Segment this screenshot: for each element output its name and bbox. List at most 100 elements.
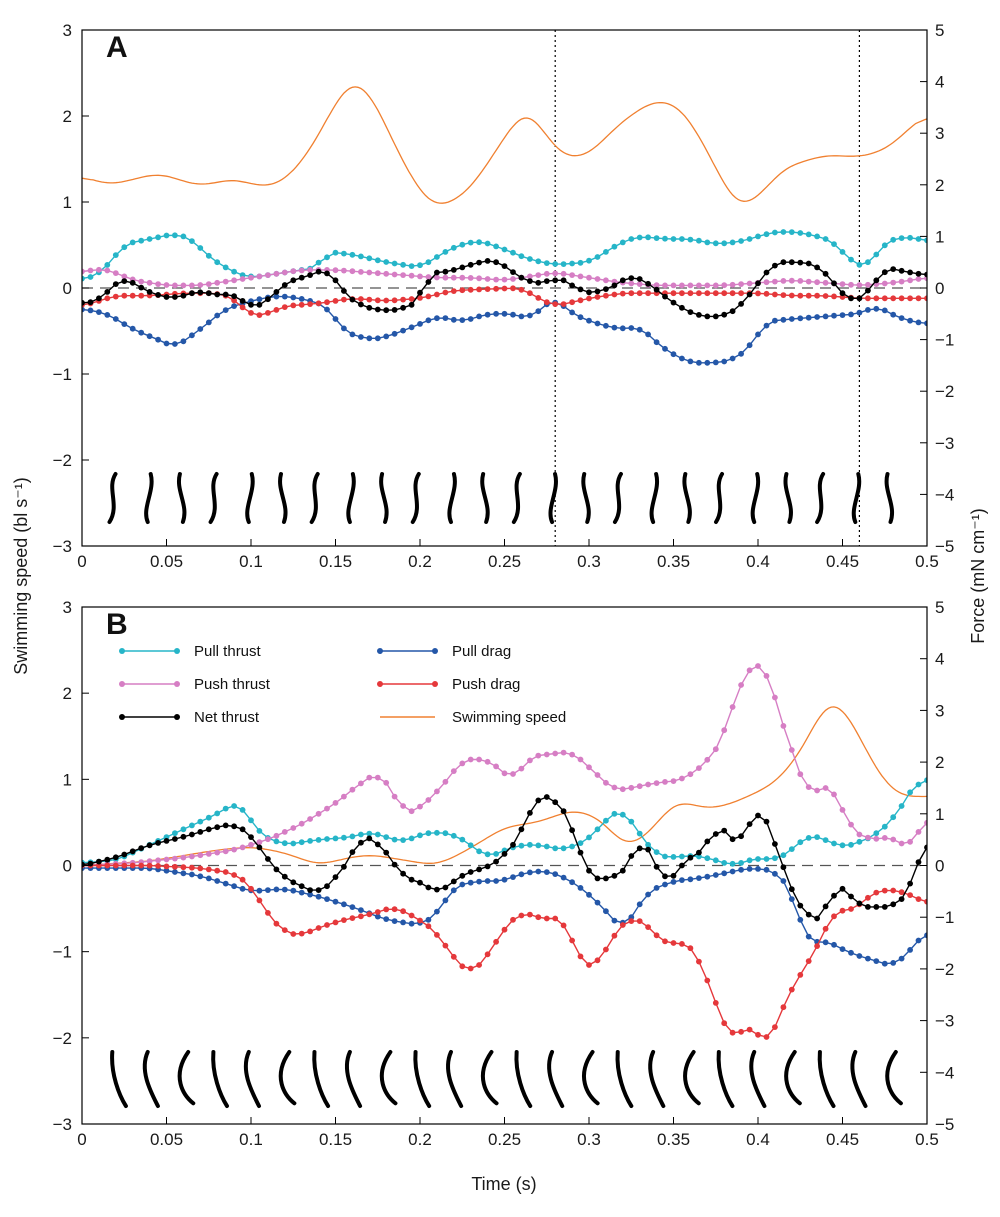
panel-a-push-thrust-point-16 (205, 281, 212, 287)
panel-a-net-thrust-point-70 (662, 293, 668, 300)
panel-b-push-thrust-point-47 (467, 756, 474, 763)
panel-b-push-thrust-point-44 (442, 778, 449, 785)
panel-a-pull-thrust-point-83 (772, 229, 778, 236)
panel-a-pull-thrust-point-54 (527, 256, 533, 262)
panel-a-pull-drag-point-46 (459, 317, 466, 323)
panel-a-push-drag-point-56 (543, 299, 550, 306)
panel-a-right-tick-label-1: −5 (935, 537, 954, 556)
panel-a-push-thrust-point-98 (898, 278, 905, 285)
panel-a-silhouette-1 (107, 472, 118, 524)
panel-a-push-thrust-point-55 (535, 272, 542, 278)
panel-b-push-drag-point-5 (112, 862, 119, 869)
panel-b-series-swimming-speed (82, 706, 927, 866)
panel-b-push-thrust-point-87 (805, 784, 812, 790)
panel-a-pull-drag-point-98 (898, 315, 905, 321)
panel-b-push-thrust-point-38 (391, 793, 398, 800)
x-axis-b: 0 0.05 0.1 0.15 0.2 0.25 0.3 0.35 0.4 0.45 0.5 (77, 1117, 939, 1149)
panel-b-push-drag-point-100 (915, 896, 922, 902)
panel-a-push-drag-point-39 (400, 296, 406, 303)
panel-a-push-drag-point-78 (729, 290, 736, 297)
panel-a-net-thrust-point-86 (797, 259, 804, 266)
panel-b-right-tick-label-9: 3 (935, 701, 944, 720)
panel-b-pull-thrust-point-12 (172, 830, 178, 837)
panel-b-pull-thrust-point-40 (408, 835, 415, 842)
panel-b-pull-thrust-point-84 (780, 852, 787, 859)
panel-a-net-thrust-point-99 (907, 269, 913, 276)
panel-a-push-thrust-point-61 (586, 274, 592, 281)
panel-b-push-drag-point-30 (324, 922, 330, 928)
panel-a-pull-drag-point-81 (755, 331, 761, 338)
panel-a-push-thrust-point-79 (738, 281, 744, 287)
panel-a-net-thrust-point-53 (518, 274, 525, 281)
panel-b-pull-thrust-point-77 (721, 860, 728, 866)
panel-a-push-drag-point-65 (619, 290, 626, 297)
panel-b-push-drag-point-71 (670, 940, 677, 946)
legend-entry-net-thrust: Net thrust (119, 709, 260, 726)
panel-b: 0 0.05 0.1 0.15 0.2 0.25 0.3 0.35 0.4 0.45 0.5 −3−… (53, 598, 955, 1149)
panel-a-x-tick-label-5: 0.2 (408, 552, 432, 571)
panel-b-push-thrust-point-58 (560, 749, 567, 756)
panel-a-pull-thrust-point-94 (865, 259, 871, 266)
panel-b-push-thrust-point-68 (645, 781, 651, 788)
panel-a-push-drag-point-85 (788, 292, 795, 299)
panel-a-pull-drag-point-34 (358, 334, 364, 340)
panel-b-pull-thrust-point-90 (831, 840, 837, 847)
panel-b-push-drag-point-77 (721, 1020, 728, 1027)
panel-b-net-thrust-point-79 (738, 833, 744, 840)
panel-b-net-thrust-point-55 (535, 797, 542, 804)
panel-b-right-tick-label-6: 0 (935, 857, 944, 876)
right-axis-b: −5 −4 −3 −2 −1 0 1 2 3 4 5 (920, 598, 954, 1134)
panel-b-silhouette-20 (749, 1050, 767, 1108)
panel-a-push-drag-point-67 (636, 290, 643, 297)
panel-b-net-thrust-point-82 (763, 818, 770, 825)
panel-b-net-thrust-point-46 (459, 872, 466, 879)
panel-b-push-thrust-point-55 (535, 752, 542, 759)
panel-a-push-thrust-point-34 (358, 269, 364, 275)
panel-a-push-drag-point-61 (586, 295, 592, 302)
panel-b-net-thrust-point-10 (155, 840, 162, 846)
panel-b-pull-drag-point-20 (239, 885, 246, 892)
panel-b-pull-drag-point-94 (865, 955, 871, 962)
panel-b-net-thrust-point-59 (569, 827, 575, 834)
panel-a-net-thrust-point-1 (82, 299, 85, 306)
panel-a-pull-thrust-point-49 (484, 240, 491, 247)
panel-b-push-drag-point-27 (298, 930, 305, 937)
panel-b-pull-drag-point-68 (645, 891, 651, 898)
panel-a-net-thrust-point-39 (400, 304, 406, 311)
panel-a-pull-thrust-point-32 (341, 250, 347, 257)
panel-b-net-thrust-point-53 (518, 826, 525, 833)
panel-b-push-thrust-point-37 (383, 779, 390, 786)
panel-a-net-thrust-point-65 (619, 277, 626, 284)
panel-b-push-thrust-point-99 (907, 838, 913, 845)
panel-b-push-drag-point-7 (129, 862, 136, 869)
panel-b-pull-thrust-point-65 (619, 811, 626, 818)
panel-a-net-thrust-point-49 (484, 258, 491, 264)
panel-b-push-drag-point-54 (527, 911, 533, 918)
panel-b-push-thrust-point-96 (881, 835, 888, 841)
panel-a-net-thrust-point-15 (197, 289, 204, 296)
panel-b-push-drag-point-66 (628, 918, 635, 924)
panel-b-push-thrust-point-81 (755, 663, 761, 669)
panel-b-pull-drag-point-100 (915, 937, 922, 944)
panel-a-push-thrust-point-99 (907, 277, 913, 284)
panel-a-net-thrust-point-85 (788, 259, 795, 266)
panel-b-push-drag-point-73 (687, 945, 694, 952)
panel-a-pull-drag-point-72 (679, 355, 685, 362)
panel-b-net-thrust-point-51 (501, 851, 508, 857)
panel-a-push-drag-point-47 (467, 286, 474, 293)
panel-a-pull-thrust-point-81 (755, 233, 761, 240)
panel-b-push-thrust-point-18 (222, 848, 229, 855)
panel-a-pull-thrust-point-65 (619, 239, 626, 246)
panel-b-silhouette-13 (514, 1050, 533, 1108)
panel-a-pull-thrust-point-15 (197, 245, 204, 251)
panel-a-push-drag-point-40 (408, 296, 415, 302)
panel-a-push-thrust-point-87 (805, 278, 812, 285)
panel-a-push-thrust-point-32 (341, 267, 347, 274)
panel-b-pull-thrust-point-26 (290, 840, 297, 847)
panel-b-net-thrust-point-97 (890, 901, 897, 908)
panel-b-series-push-drag (82, 862, 927, 1040)
panel-b-x-tick-label-2: 0.05 (150, 1130, 183, 1149)
panel-b-push-drag-point-42 (425, 923, 432, 930)
panel-a-push-drag-point-84 (780, 292, 787, 298)
panel-b-net-thrust-point-33 (349, 849, 356, 855)
